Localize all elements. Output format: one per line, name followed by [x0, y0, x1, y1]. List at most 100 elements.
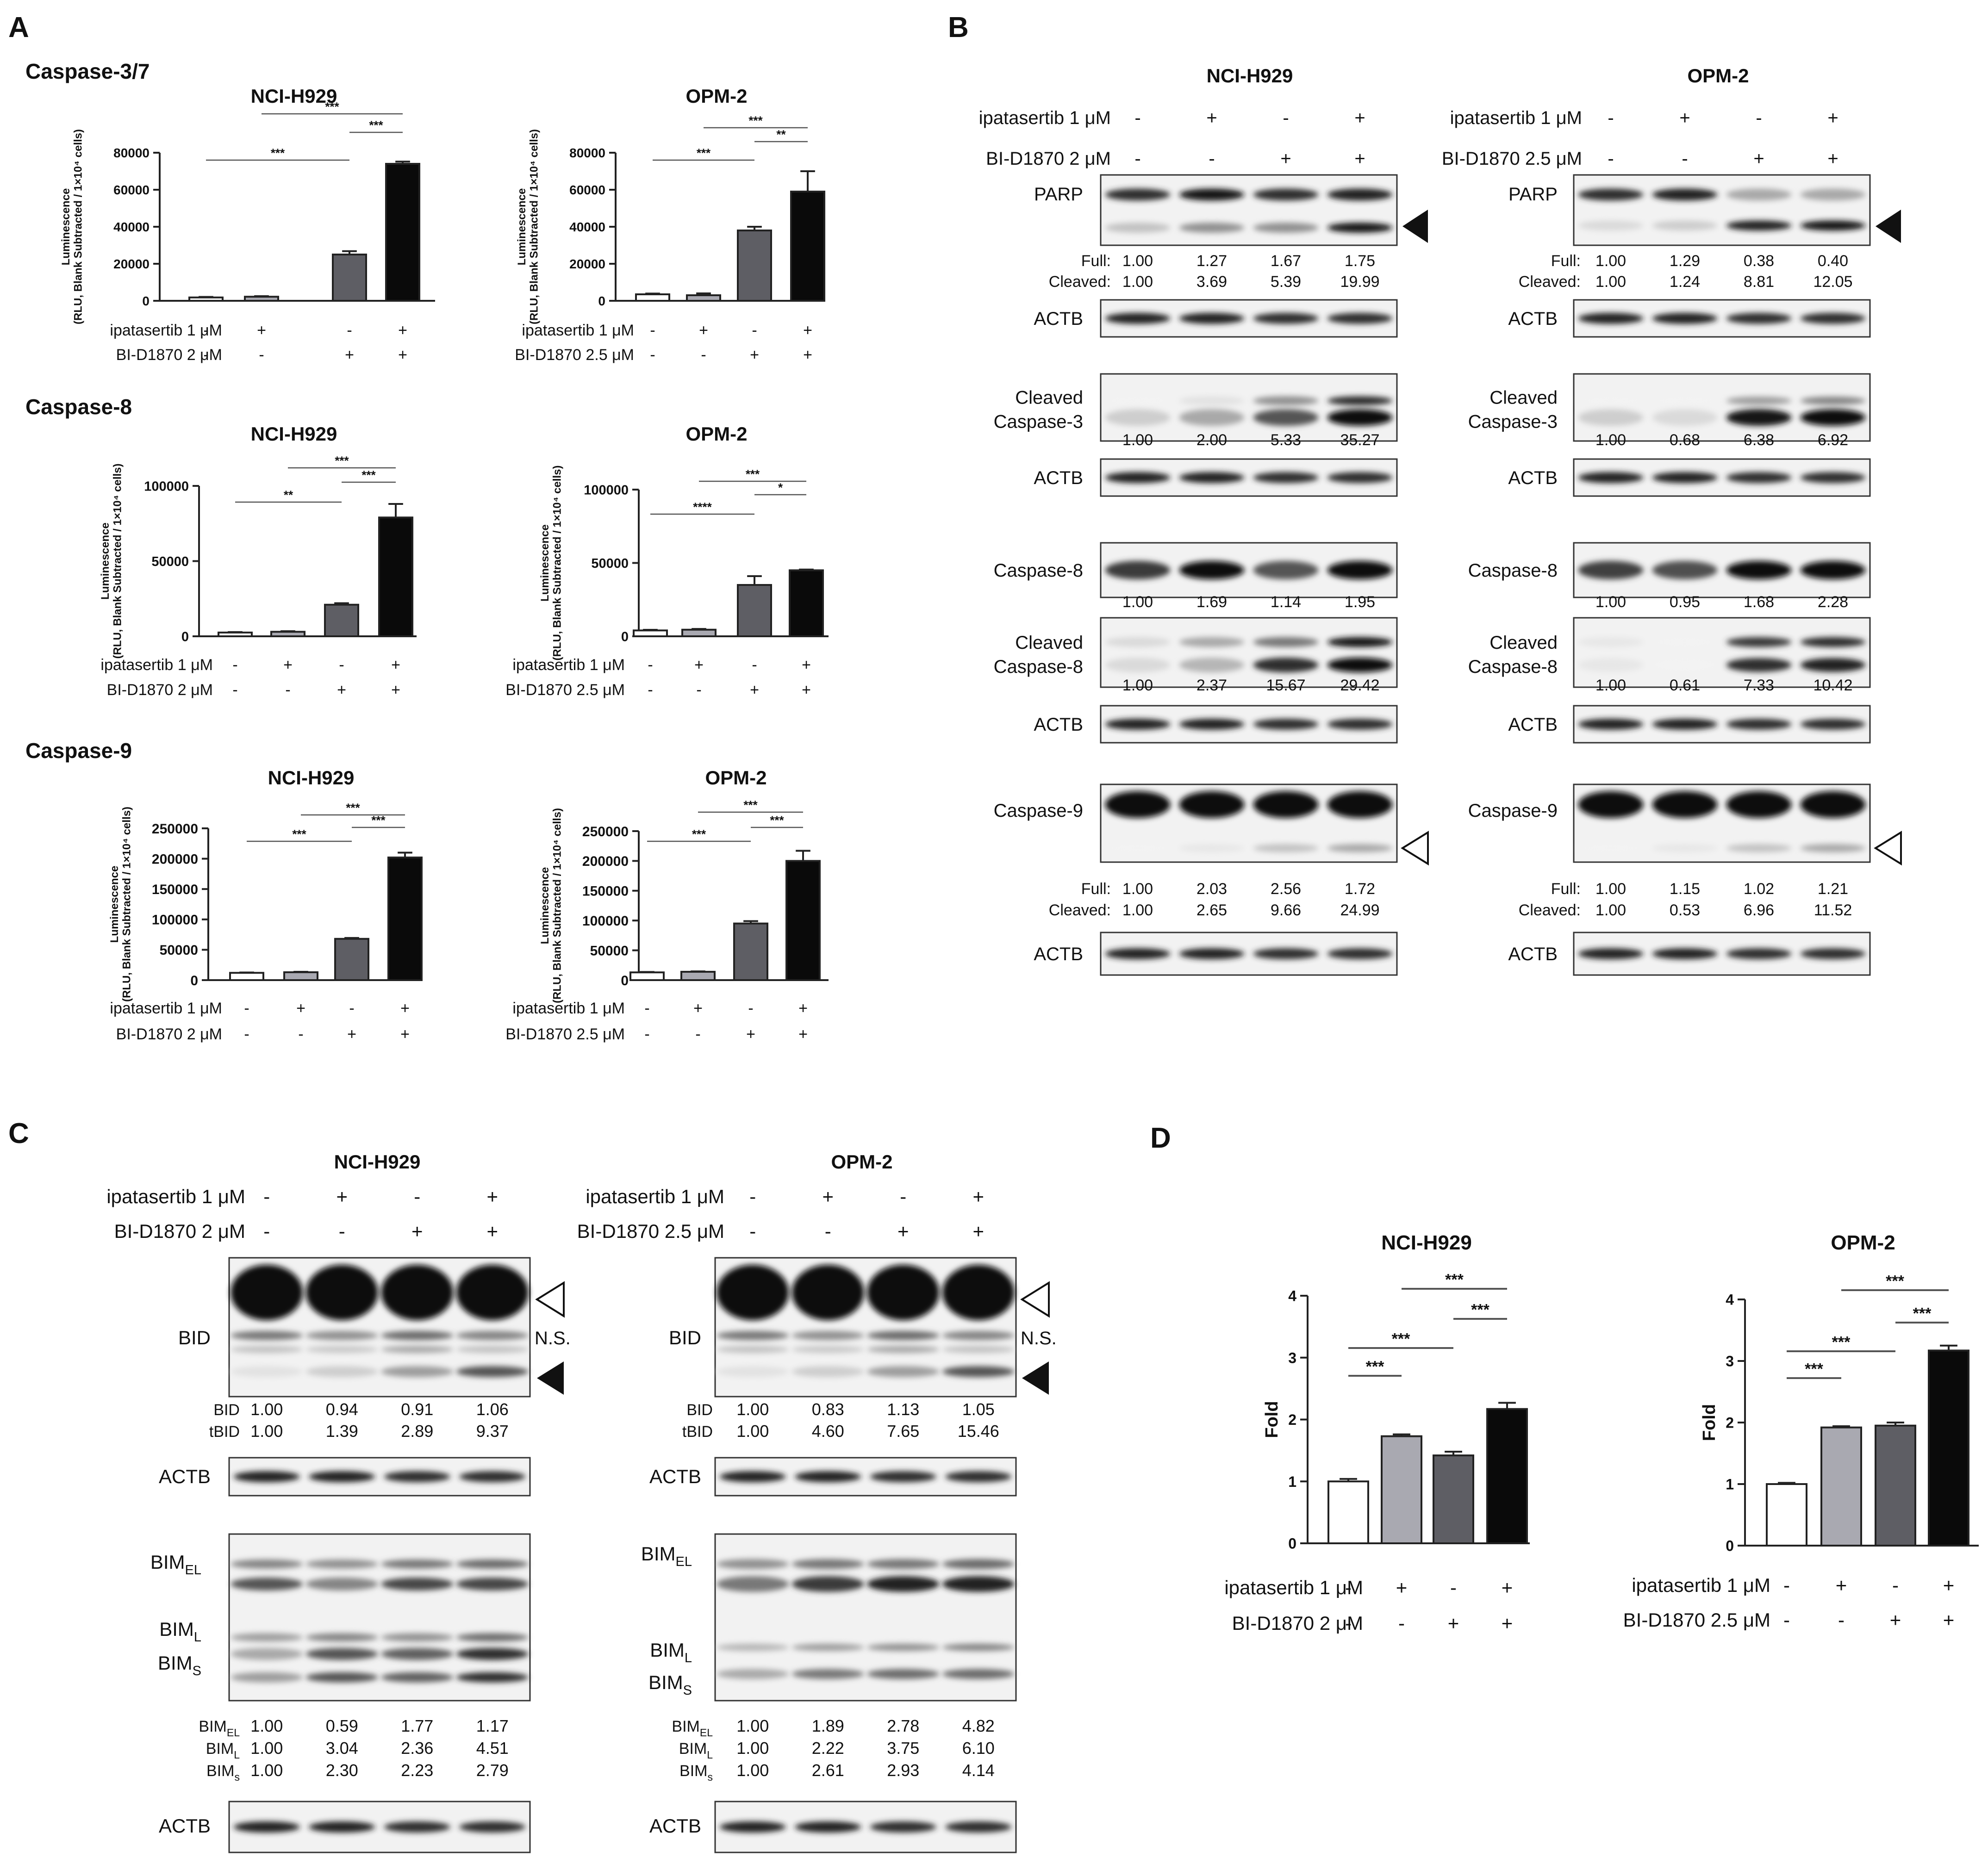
band	[231, 1559, 303, 1569]
y-tick-label: 0	[190, 973, 198, 988]
band	[1578, 409, 1644, 426]
band	[305, 1265, 378, 1320]
treatment-mark: +	[391, 681, 400, 699]
treatment-label-bi-d1870: BI-D1870 2 μM	[107, 681, 213, 699]
y-tick-label: 3	[1726, 1353, 1734, 1370]
quant-value: 5.33	[1271, 431, 1301, 449]
blot-label: ACTB	[1034, 944, 1083, 964]
band	[1652, 658, 1718, 672]
blot-label: PARP	[1508, 184, 1558, 205]
y-axis-label: (RLU, Blank Subtracted / 1×10⁴ cells)	[111, 463, 124, 659]
panel-letter-c: C	[8, 1118, 29, 1149]
treatment-mark: -	[414, 1186, 420, 1207]
significance-label: ***	[335, 454, 349, 468]
treatment-label-ipatasertib: ipatasertib 1 μM	[522, 322, 634, 339]
band	[305, 1366, 378, 1377]
treatment-label-ipatasertib: ipatasertib 1 μM	[1632, 1574, 1770, 1596]
band	[1578, 472, 1644, 483]
y-axis-label: Luminescence	[108, 866, 121, 943]
treatment-mark: +	[1280, 149, 1291, 169]
quant-value: 6.38	[1744, 431, 1774, 449]
treatment-mark: -	[1398, 1612, 1405, 1634]
treatment-mark: +	[1827, 108, 1838, 128]
blot-label: ACTB	[1508, 944, 1558, 964]
band	[1652, 220, 1718, 231]
quant-value: 3.04	[326, 1739, 358, 1758]
quant-label: tBID	[209, 1423, 240, 1441]
treatment-mark: +	[345, 346, 354, 364]
band	[870, 1471, 936, 1482]
band	[1578, 561, 1644, 579]
quant-value: 1.21	[1818, 880, 1848, 898]
significance-label: ****	[693, 500, 712, 514]
quant-value: 0.83	[812, 1400, 844, 1419]
treatment-mark: +	[798, 1025, 808, 1043]
quant-value: 2.65	[1197, 901, 1227, 919]
bar-3	[733, 922, 768, 982]
y-axis-label: Luminescence	[539, 524, 551, 602]
significance-label: ***	[361, 468, 376, 482]
blot-cell-line-title: NCI-H929	[1207, 65, 1293, 87]
western-blot-caspase-9	[1100, 783, 1398, 863]
blot-label: Cleaved	[1015, 633, 1083, 653]
band	[1800, 658, 1866, 672]
blot-label: ACTB	[159, 1815, 211, 1837]
bar-chart-caspase-9-opm-2: 0 50000 100000 150000 200000 250000 *** *** *** L…	[539, 798, 829, 1003]
quant-value: 1.00	[736, 1716, 769, 1735]
band	[1253, 561, 1319, 579]
band	[1105, 791, 1171, 818]
western-blot-actb	[1100, 458, 1398, 497]
band	[1726, 791, 1792, 818]
bar-4	[1928, 1349, 1969, 1547]
band	[1105, 472, 1171, 483]
quant-value: 1.69	[1197, 593, 1227, 611]
treatment-mark: +	[694, 656, 704, 674]
treatment-mark: -	[244, 1000, 249, 1017]
y-tick-label: 0	[598, 294, 605, 308]
y-tick-label: 0	[1288, 1535, 1296, 1552]
quant-value: 29.42	[1340, 677, 1379, 694]
band	[456, 1672, 529, 1683]
band	[1578, 637, 1644, 647]
treatment-label-bi-d1870: BI-D1870 2.5 μM	[1442, 149, 1582, 169]
western-blot-bid	[714, 1257, 1017, 1398]
band	[1179, 658, 1245, 672]
western-blot-cleaved-caspase-8	[1573, 617, 1871, 688]
quant-label: Full:	[1551, 880, 1581, 898]
quant-label: Full:	[1081, 252, 1111, 270]
band	[1800, 561, 1866, 579]
western-blot-cleaved-caspase-3	[1100, 373, 1398, 442]
band	[791, 1265, 864, 1320]
treatment-mark: +	[486, 1186, 498, 1207]
band	[1253, 637, 1319, 647]
quant-value: 10.42	[1813, 677, 1852, 694]
band	[1327, 409, 1393, 426]
western-blot-caspase-8	[1573, 542, 1871, 598]
band	[791, 1669, 864, 1679]
blot-label: ACTB	[159, 1466, 211, 1487]
quant-value: 0.91	[401, 1400, 433, 1419]
bar-4	[790, 191, 825, 302]
band	[1652, 948, 1718, 959]
blot-cell-line-title: NCI-H929	[334, 1151, 421, 1173]
quant-value: 1.00	[1122, 677, 1153, 694]
quant-value: 4.14	[962, 1761, 995, 1780]
quant-value: 1.00	[736, 1739, 769, 1758]
quant-value: 1.00	[1595, 677, 1626, 694]
treatment-mark: +	[400, 1000, 410, 1017]
bar-chart-caspase-3-7-nci-h929: 0 20000 40000 60000 80000 *** *** *** Luminescen…	[60, 100, 435, 324]
band	[1327, 791, 1393, 818]
chart-title: NCI-H929	[268, 767, 355, 789]
treatment-mark: -	[1345, 1577, 1352, 1598]
y-tick-label: 4	[1288, 1288, 1296, 1305]
y-axis-label: Luminescence	[99, 522, 112, 600]
band	[305, 1346, 378, 1353]
treatment-mark: +	[1943, 1609, 1955, 1631]
band	[384, 1471, 450, 1482]
band	[1726, 409, 1792, 426]
quant-value: 1.24	[1670, 273, 1700, 291]
blot-label: ACTB	[1034, 468, 1083, 488]
treatment-mark: -	[900, 1186, 906, 1207]
treatment-mark: +	[897, 1220, 909, 1242]
